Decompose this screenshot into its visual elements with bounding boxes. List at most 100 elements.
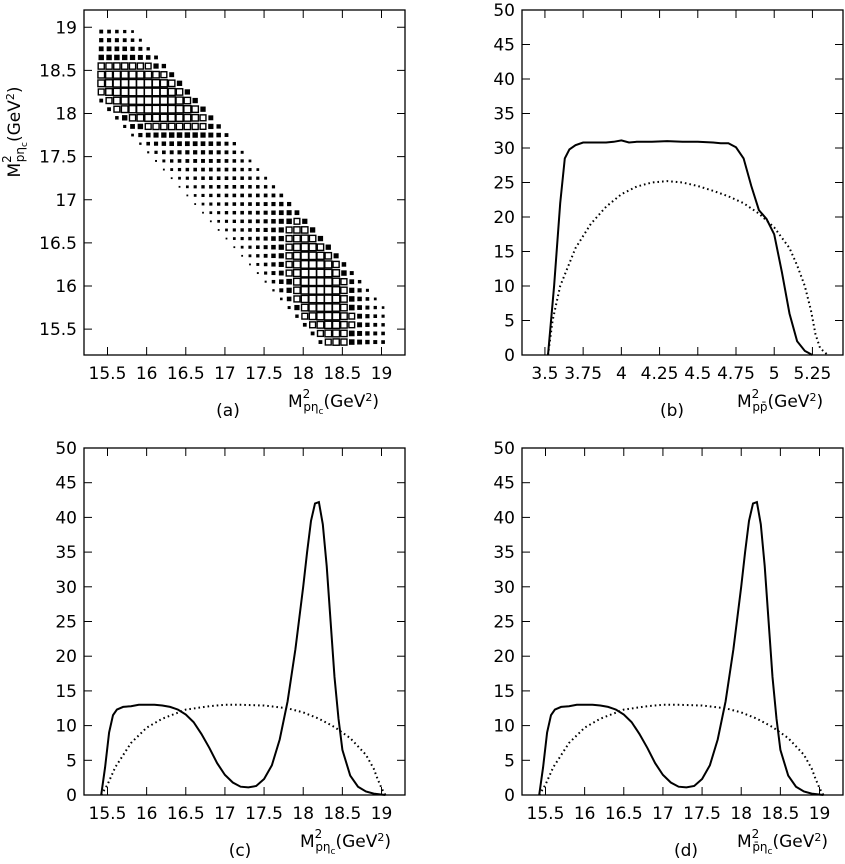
panel-b-y-tick-label: 35 <box>493 105 515 125</box>
heatmap-cell <box>177 150 182 155</box>
heatmap-cell <box>263 253 268 258</box>
panel-d-y-tick-label: 25 <box>493 613 515 633</box>
heatmap-cell <box>224 150 229 155</box>
heatmap-cell <box>120 87 130 97</box>
heatmap-cell <box>316 311 325 321</box>
heatmap-cell <box>271 253 276 259</box>
heatmap-cell <box>286 278 292 285</box>
panel-c-y-tick-label: 45 <box>55 474 77 494</box>
heatmap-cell <box>317 235 324 242</box>
heatmap-cell <box>240 236 244 241</box>
panel-d-x-tick-labels: 15.5 16 16.5 17 17.5 18 18.5 19 <box>527 804 831 824</box>
heatmap-cell <box>208 115 214 121</box>
heatmap-cell <box>167 104 177 114</box>
panel-d-x-axis-title: M2 p̄ηc(GeV2) <box>737 827 828 857</box>
heatmap-cell <box>357 313 363 319</box>
panel-a-x-tick-label: 18.5 <box>323 364 361 384</box>
panel-b-label: (b) <box>660 401 684 421</box>
heatmap-cell <box>209 220 212 223</box>
heatmap-cell <box>128 104 137 114</box>
heatmap-cell <box>292 234 301 243</box>
panel-b-y-tick-label: 40 <box>493 70 515 90</box>
panel-c-solid-curve <box>100 500 386 796</box>
heatmap-cell <box>216 124 221 129</box>
heatmap-cell <box>248 202 252 206</box>
heatmap-cell <box>128 96 137 105</box>
heatmap-cell <box>193 159 198 163</box>
heatmap-cell <box>357 296 362 302</box>
heatmap-cell <box>152 122 160 131</box>
heatmap-cell <box>332 338 340 346</box>
heatmap-cell <box>186 194 189 197</box>
heatmap-cell <box>128 70 137 79</box>
heatmap-cell <box>98 46 104 52</box>
heatmap-cell <box>145 55 151 60</box>
heatmap-cell <box>112 87 122 97</box>
heatmap-cell <box>107 29 111 34</box>
heatmap-cell <box>300 303 309 312</box>
panel-c-x-tick-label: 18 <box>292 804 314 824</box>
heatmap-cell <box>232 159 237 163</box>
heatmap-cell <box>263 245 268 250</box>
heatmap-cell <box>308 303 317 312</box>
heatmap-cell <box>131 133 134 137</box>
heatmap-cell <box>99 98 104 103</box>
heatmap-cell <box>217 211 221 215</box>
heatmap-cell <box>315 294 325 304</box>
panel-b-x-tick-label: 3.75 <box>564 364 602 384</box>
heatmap-cell <box>104 70 114 79</box>
heatmap-cell <box>217 219 221 223</box>
panel-c-y-tick-label: 40 <box>55 508 77 528</box>
heatmap-cell <box>97 70 106 79</box>
heatmap-cell <box>300 285 310 295</box>
heatmap-cell <box>232 228 236 232</box>
heatmap-cell <box>97 79 106 88</box>
heatmap-cell <box>331 277 341 286</box>
panel-c-y-tick-label: 5 <box>66 751 77 771</box>
panel-d-y-tick-label: 30 <box>493 578 515 598</box>
heatmap-cell <box>323 268 333 278</box>
panel-d-x-tick-label: 15.5 <box>527 804 565 824</box>
heatmap-cell <box>208 132 214 138</box>
heatmap-cell <box>209 185 213 189</box>
heatmap-cell <box>308 259 318 269</box>
heatmap-cell <box>175 122 184 131</box>
heatmap-cell <box>323 311 333 321</box>
heatmap-cell <box>193 194 197 197</box>
panel-c-x-tick-label: 17 <box>214 804 236 824</box>
heatmap-cell <box>177 167 182 172</box>
panel-c-y-tick-label: 15 <box>55 682 77 702</box>
heatmap-cell <box>373 331 378 336</box>
heatmap-cell <box>263 202 268 207</box>
heatmap-cell <box>324 320 333 330</box>
panel-b-y-tick-label: 30 <box>493 139 515 159</box>
heatmap-cell <box>105 87 114 96</box>
heatmap-cell <box>316 329 325 338</box>
heatmap-cell <box>256 176 260 180</box>
heatmap-cell <box>154 55 158 60</box>
heatmap-cell <box>248 236 252 241</box>
heatmap-cell <box>159 113 169 123</box>
panel-c-x-tick-label: 16.5 <box>167 804 205 824</box>
heatmap-cell <box>256 262 260 266</box>
heatmap-cell <box>331 286 341 295</box>
heatmap-cell <box>136 113 145 122</box>
heatmap-cell <box>365 297 370 301</box>
heatmap-cell <box>167 87 176 97</box>
heatmap-cell <box>170 159 174 163</box>
heatmap-cell <box>115 116 119 120</box>
heatmap-cell <box>294 304 300 311</box>
heatmap-cell <box>129 54 136 61</box>
heatmap-cell <box>278 253 284 259</box>
panel-c-x-tick-label: 16 <box>136 804 158 824</box>
panel-c-y-tick-label: 50 <box>55 439 77 459</box>
panel-b-y-tick-label: 50 <box>493 1 515 21</box>
heatmap-cell <box>112 70 122 79</box>
heatmap-cell <box>175 104 184 114</box>
heatmap-cell <box>137 54 143 60</box>
heatmap-cell <box>323 277 333 287</box>
heatmap-cell <box>209 202 213 206</box>
heatmap-cell <box>308 285 318 295</box>
heatmap-cell <box>300 294 309 304</box>
